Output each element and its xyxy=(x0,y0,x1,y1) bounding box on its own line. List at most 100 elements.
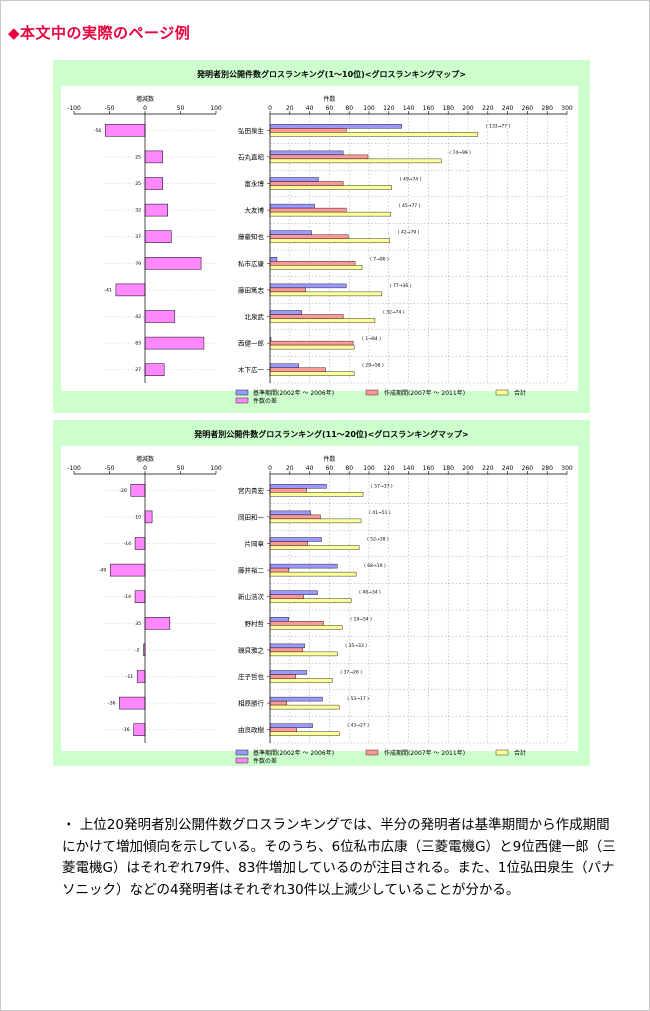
chart-panel-top: 発明者別公開件数グロスランキング(1～10位)<グロスランキングマップ> 増減数件… xyxy=(53,60,590,413)
base-bar xyxy=(269,484,327,489)
base-bar xyxy=(269,124,402,129)
diff-value-label: -11 xyxy=(126,674,133,680)
inventor-name: 磯貝雅之 xyxy=(238,645,265,654)
count-tick-label: 180 xyxy=(442,105,454,112)
count-tick-label: 40 xyxy=(306,465,314,472)
inventor-name: 庄子哲也 xyxy=(238,672,265,681)
ratio-label: ( 48→34 ) xyxy=(359,590,381,596)
ratio-label: ( 53→17 ) xyxy=(347,696,369,702)
diff-bar xyxy=(144,150,163,164)
diff-value-label: 25 xyxy=(135,154,141,160)
inventor-name: 私市広康 xyxy=(238,259,265,268)
diff-bar xyxy=(119,696,146,710)
legend-label-made: 作成期間(2007年 ～ 2011年) xyxy=(384,389,465,397)
diff-value-label: -56 xyxy=(94,128,101,134)
total-bar xyxy=(269,371,355,376)
made-bar xyxy=(269,621,324,626)
legend-label-total: 合計 xyxy=(514,389,526,397)
inventor-name: 野村哲 xyxy=(245,619,265,628)
diff-tick-label: 50 xyxy=(177,105,185,112)
legend-swatch-diff xyxy=(235,397,249,404)
diff-bar xyxy=(134,537,146,550)
base-bar xyxy=(269,590,318,595)
count-tick-label: 180 xyxy=(442,465,454,472)
base-bar xyxy=(269,230,312,235)
total-bar xyxy=(269,518,362,524)
total-bar xyxy=(269,158,442,164)
count-axis-label: 件数 xyxy=(323,455,335,463)
inventor-name: 藤豪知也 xyxy=(238,232,265,241)
total-bar xyxy=(269,492,364,497)
diff-bar xyxy=(115,283,146,297)
total-bar xyxy=(269,238,390,243)
diff-value-label: 10 xyxy=(135,514,141,520)
diff-bar xyxy=(144,310,176,323)
inventor-name: 石丸直昭 xyxy=(238,152,264,161)
count-tick-label: 140 xyxy=(403,105,415,112)
base-bar xyxy=(269,257,278,262)
base-bar xyxy=(269,617,290,622)
diff-tick-label: 100 xyxy=(210,465,222,472)
diff-tick-label: -50 xyxy=(105,105,115,112)
legend-label-diff: 件数の差 xyxy=(253,397,277,405)
diff-value-label: 37 xyxy=(135,234,141,240)
diff-bar xyxy=(144,203,168,217)
count-tick-label: 200 xyxy=(462,105,474,112)
base-bar xyxy=(269,563,338,569)
count-tick-label: 100 xyxy=(363,465,375,472)
ratio-label: ( 74→99 ) xyxy=(449,150,471,156)
ranking-chart-1-10: 発明者別公開件数グロスランキング(1～10位)<グロスランキングマップ>増減数件… xyxy=(61,69,578,405)
base-bar xyxy=(269,177,319,182)
legend-label-base: 基準期間(2002年 ～ 2006年) xyxy=(253,749,334,757)
made-bar xyxy=(269,314,344,319)
diff-bar xyxy=(144,336,205,350)
made-bar xyxy=(269,181,344,186)
count-tick-label: 0 xyxy=(268,465,272,472)
diff-tick-label: -100 xyxy=(67,465,81,472)
count-tick-label: 280 xyxy=(541,105,553,112)
base-bar xyxy=(269,363,299,368)
total-bar xyxy=(269,571,357,577)
made-bar xyxy=(269,154,369,160)
ratio-label: ( 133→77 ) xyxy=(486,123,511,129)
base-bar xyxy=(269,696,323,702)
made-bar xyxy=(269,287,306,293)
diff-axis-label: 増減数 xyxy=(136,455,154,463)
made-bar xyxy=(269,261,356,266)
diff-value-label: 25 xyxy=(135,181,141,187)
count-tick-label: 280 xyxy=(541,465,553,472)
diff-value-label: 35 xyxy=(135,621,141,627)
total-bar xyxy=(269,132,479,137)
count-tick-label: 160 xyxy=(423,105,435,112)
inventor-name: 弘田泉生 xyxy=(238,126,265,135)
legend-swatch-total xyxy=(495,749,509,756)
inventor-name: 藤井裕二 xyxy=(238,566,265,575)
made-bar xyxy=(269,340,354,346)
ratio-label: ( 7→86 ) xyxy=(370,256,389,262)
total-bar xyxy=(269,211,391,217)
ratio-label: ( 45→77 ) xyxy=(399,203,421,209)
diff-tick-label: 50 xyxy=(177,465,185,472)
diff-value-label: -36 xyxy=(108,701,115,707)
diff-bar xyxy=(109,563,146,577)
base-bar xyxy=(269,537,322,542)
diff-tick-label: -50 xyxy=(105,465,115,472)
diff-bar xyxy=(144,177,163,190)
total-bar xyxy=(269,625,343,630)
legend-label-diff: 件数の差 xyxy=(253,757,277,765)
inventor-name: 新山浩次 xyxy=(238,592,265,601)
section-heading: ◆本文中の実際のページ例 xyxy=(8,24,191,42)
diff-bar xyxy=(144,257,202,270)
count-tick-label: 0 xyxy=(268,105,272,112)
count-tick-label: 260 xyxy=(522,105,534,112)
count-tick-label: 200 xyxy=(462,465,474,472)
legend-label-total: 合計 xyxy=(514,749,526,757)
inventor-name: 大友博 xyxy=(245,206,265,215)
count-tick-label: 160 xyxy=(423,465,435,472)
count-tick-label: 100 xyxy=(363,105,375,112)
chart-panel-bottom: 発明者別公開件数グロスランキング(11～20位)<グロスランキングマップ> 増減数… xyxy=(53,420,590,766)
made-bar xyxy=(269,234,349,239)
chart-title: 発明者別公開件数グロスランキング(1～10位)<グロスランキングマップ> xyxy=(196,69,466,79)
count-tick-label: 20 xyxy=(286,465,294,472)
count-tick-label: 40 xyxy=(306,105,314,112)
